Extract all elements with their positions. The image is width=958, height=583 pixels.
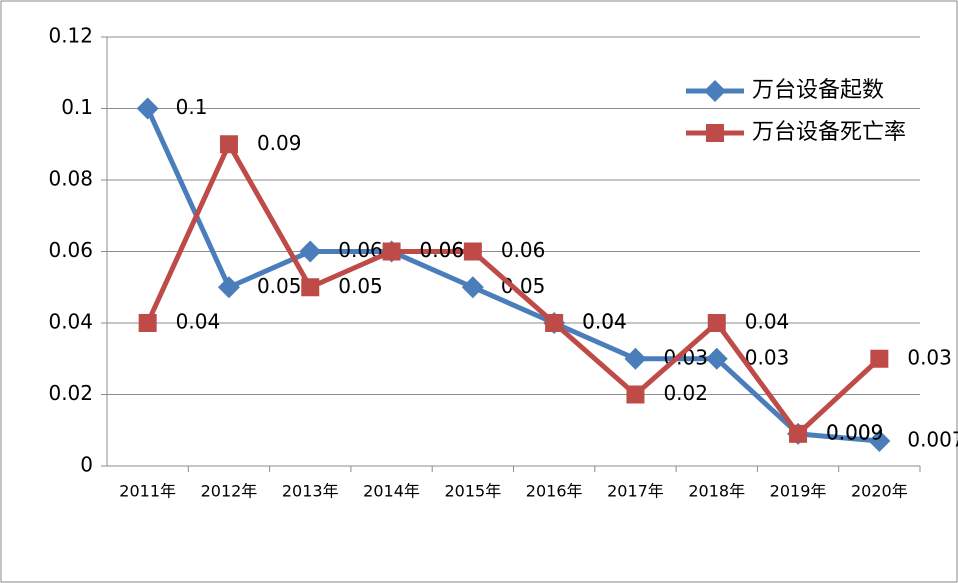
data-point <box>789 424 808 443</box>
x-tick-label: 2020年 <box>851 482 908 501</box>
data-point <box>136 97 159 120</box>
data-label: 0.06 <box>501 238 546 262</box>
x-tick-label: 2014年 <box>363 482 420 501</box>
data-label: 0.04 <box>582 310 627 334</box>
data-label: 0.03 <box>745 345 790 369</box>
data-label: 0.06 <box>420 238 465 262</box>
x-tick-label: 2016年 <box>526 482 583 501</box>
data-point <box>868 429 891 452</box>
data-point <box>463 242 482 261</box>
y-tick-label: 0.08 <box>48 167 93 191</box>
data-label: 0.009 <box>826 420 883 444</box>
y-tick-label: 0.1 <box>61 95 93 119</box>
data-label: 0.09 <box>257 131 302 155</box>
legend-marker <box>704 80 726 102</box>
data-point <box>301 278 320 297</box>
data-label: 0.007 <box>907 427 958 451</box>
legend-label: 万台设备死亡率 <box>752 120 906 145</box>
x-tick-label: 2017年 <box>607 482 664 501</box>
data-point <box>545 314 564 332</box>
x-tick-label: 2012年 <box>201 482 258 501</box>
data-point <box>219 135 238 154</box>
y-tick-label: 0.02 <box>48 381 93 405</box>
data-label: 0.03 <box>907 345 952 369</box>
y-tick-label: 0 <box>80 453 93 477</box>
series-line <box>145 107 880 444</box>
data-label: 0.05 <box>338 274 383 298</box>
data-point <box>624 347 647 370</box>
data-point <box>626 385 645 404</box>
legend-marker <box>706 124 724 142</box>
legend-label: 万台设备起数 <box>752 78 884 103</box>
data-point <box>382 242 401 261</box>
y-tick-label: 0.04 <box>48 310 93 334</box>
data-point <box>299 240 322 263</box>
data-label: 0.04 <box>176 310 221 334</box>
data-point <box>461 276 484 299</box>
data-label: 0.1 <box>176 95 208 119</box>
data-label: 0.05 <box>257 274 302 298</box>
x-tick-label: 2013年 <box>282 482 339 501</box>
x-tick-label: 2015年 <box>444 482 501 501</box>
y-tick-label: 0.06 <box>48 238 93 262</box>
data-label: 0.02 <box>663 381 708 405</box>
data-point <box>705 347 728 370</box>
series-line <box>145 141 882 437</box>
x-tick-label: 2019年 <box>770 482 827 501</box>
data-point <box>138 314 157 332</box>
data-label: 0.04 <box>745 310 790 334</box>
data-label: 0.04 <box>582 310 627 334</box>
x-tick-label: 2018年 <box>688 482 745 501</box>
y-tick-label: 0.12 <box>48 24 93 48</box>
data-point <box>870 349 889 368</box>
data-point <box>707 314 726 332</box>
x-tick-label: 2011年 <box>119 482 176 501</box>
data-point <box>217 276 240 299</box>
